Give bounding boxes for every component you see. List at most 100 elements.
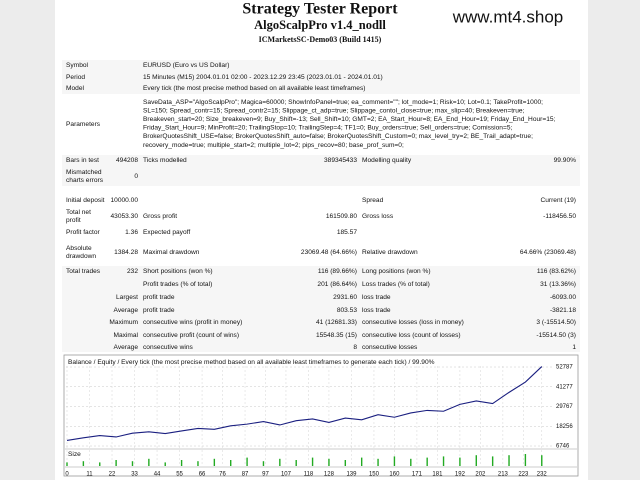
x-tick-label: 232 — [537, 472, 548, 478]
stat-value: 3 (-15514.50) — [536, 319, 576, 326]
stat-label: Total net profit — [66, 209, 93, 224]
x-tick-label: 213 — [498, 472, 509, 478]
y-tick-label: 6746 — [556, 444, 570, 450]
stat-value: 116 (83.62%) — [537, 268, 576, 275]
site-watermark: www.mt4.shop — [452, 7, 564, 26]
size-bar — [131, 461, 134, 466]
info-label: Model — [66, 85, 84, 92]
stat-label: consecutive wins — [143, 344, 194, 351]
stat-label: Short positions (won %) — [143, 268, 213, 275]
stat-value: 31 (13.36%) — [540, 281, 576, 288]
stat-value: -15514.50 (3) — [536, 332, 576, 339]
stat-label: consecutive wins (profit in money) — [143, 319, 242, 326]
stat-value: 494208 — [116, 157, 138, 164]
parameter-line: BrokerQuotesShift_USE=false; BrokerQuote… — [143, 133, 533, 140]
size-bar — [410, 458, 412, 466]
y-tick-label: 18256 — [556, 424, 573, 430]
stat-label: profit trade — [143, 294, 175, 301]
stat-value: 41 (12681.33) — [316, 319, 357, 326]
size-bar — [262, 461, 265, 466]
stat-value: 803.53 — [337, 307, 358, 314]
size-bar — [197, 461, 199, 466]
size-bar — [66, 462, 68, 466]
stat-value: 1.36 — [125, 229, 138, 236]
stat-label: consecutive losses — [362, 344, 418, 351]
parameter-line: Breakeven_start=20; Size_breakeven=9; Bu… — [143, 116, 556, 123]
balance-line — [66, 366, 543, 441]
stat-value: 23069.48 (64.66%) — [301, 249, 357, 256]
stat-label: consecutive profit (count of wins) — [143, 332, 239, 339]
stat-value: 389345433 — [324, 157, 357, 164]
stat-label: Gross profit — [143, 213, 177, 220]
stat-label: Spread — [362, 197, 384, 204]
x-tick-label: 11 — [86, 472, 93, 478]
stat-label: Relative drawdown — [362, 249, 418, 256]
x-tick-label: 118 — [304, 472, 314, 478]
row-band — [62, 266, 580, 352]
stat-label: profit trade — [143, 307, 175, 314]
size-bar — [164, 462, 166, 466]
stat-value: 201 (86.64%) — [317, 281, 357, 288]
stat-value: 1384.28 — [114, 249, 138, 256]
y-tick-label: 29767 — [556, 404, 573, 410]
row-band — [62, 96, 580, 150]
info-value: Every tick (the most precise method base… — [143, 85, 365, 92]
x-tick-label: 0 — [65, 472, 69, 478]
stat-label: Ticks modelled — [143, 157, 187, 164]
info-value: 15 Minutes (M15) 2004.01.01 02:00 - 2023… — [143, 74, 383, 81]
parameter-line: Friday_Start_Hour=9; MinProfit=20; Trail… — [143, 125, 512, 132]
x-tick-label: 66 — [199, 472, 206, 478]
x-tick-label: 33 — [131, 472, 138, 478]
stat-label: Profit factor — [66, 229, 101, 236]
x-tick-label: 87 — [242, 472, 249, 478]
stat-label: Long positions (won %) — [362, 268, 431, 275]
size-bar — [475, 455, 477, 466]
stat-value: 185.57 — [337, 229, 358, 236]
size-bar — [279, 458, 281, 466]
x-tick-label: 181 — [432, 472, 443, 478]
stat-value: 64.66% (23069.48) — [520, 249, 576, 256]
size-bar — [344, 460, 347, 466]
x-tick-label: 22 — [109, 472, 116, 478]
stat-label: Expected payoff — [143, 229, 190, 236]
size-bar — [491, 456, 494, 466]
stat-value: 161509.80 — [326, 213, 358, 220]
y-tick-label: 52787 — [556, 365, 573, 371]
size-bar — [99, 462, 101, 466]
stat-value: 2931.60 — [333, 294, 357, 301]
stat-label: Profit trades (% of total) — [143, 281, 212, 288]
stat-label: Average — [114, 307, 139, 314]
info-label: Period — [66, 74, 85, 81]
stat-label: Loss trades (% of total) — [362, 281, 430, 288]
size-label: Size — [68, 451, 81, 458]
stat-value: -118456.50 — [543, 213, 576, 220]
stat-value: Current (19) — [540, 197, 576, 204]
stat-label: loss trade — [362, 307, 391, 314]
stat-value: -6093.00 — [550, 294, 576, 301]
size-bar — [442, 456, 445, 466]
size-bar — [213, 458, 216, 466]
parameter-line: SL=150; Spread_contr=15; Spread_contr2=1… — [143, 107, 525, 114]
x-tick-label: 44 — [154, 472, 161, 478]
stat-value: 116 (89.66%) — [318, 268, 357, 275]
size-bar — [230, 460, 232, 466]
x-tick-label: 160 — [389, 472, 400, 478]
info-value: EURUSD (Euro vs US Dollar) — [143, 62, 229, 69]
stat-value: 1 — [572, 344, 576, 351]
x-tick-label: 171 — [412, 472, 423, 478]
x-tick-label: 202 — [475, 472, 486, 478]
parameter-line: recovery_mode=true; multiple_start=2; mu… — [143, 142, 404, 149]
size-bar — [115, 460, 117, 466]
stat-value: 99.90% — [554, 157, 577, 164]
stat-label: Maximum — [109, 319, 138, 326]
row-band — [62, 60, 580, 94]
info-label: Parameters — [66, 121, 101, 128]
stat-label: Initial deposit — [66, 197, 105, 204]
stat-label: Bars in test — [66, 157, 99, 164]
stat-label: Largest — [116, 294, 138, 301]
size-bar — [82, 461, 85, 466]
x-tick-label: 55 — [176, 472, 183, 478]
x-tick-label: 192 — [455, 472, 466, 478]
stat-label: Gross loss — [362, 213, 394, 220]
stat-label: Modelling quality — [362, 157, 412, 164]
